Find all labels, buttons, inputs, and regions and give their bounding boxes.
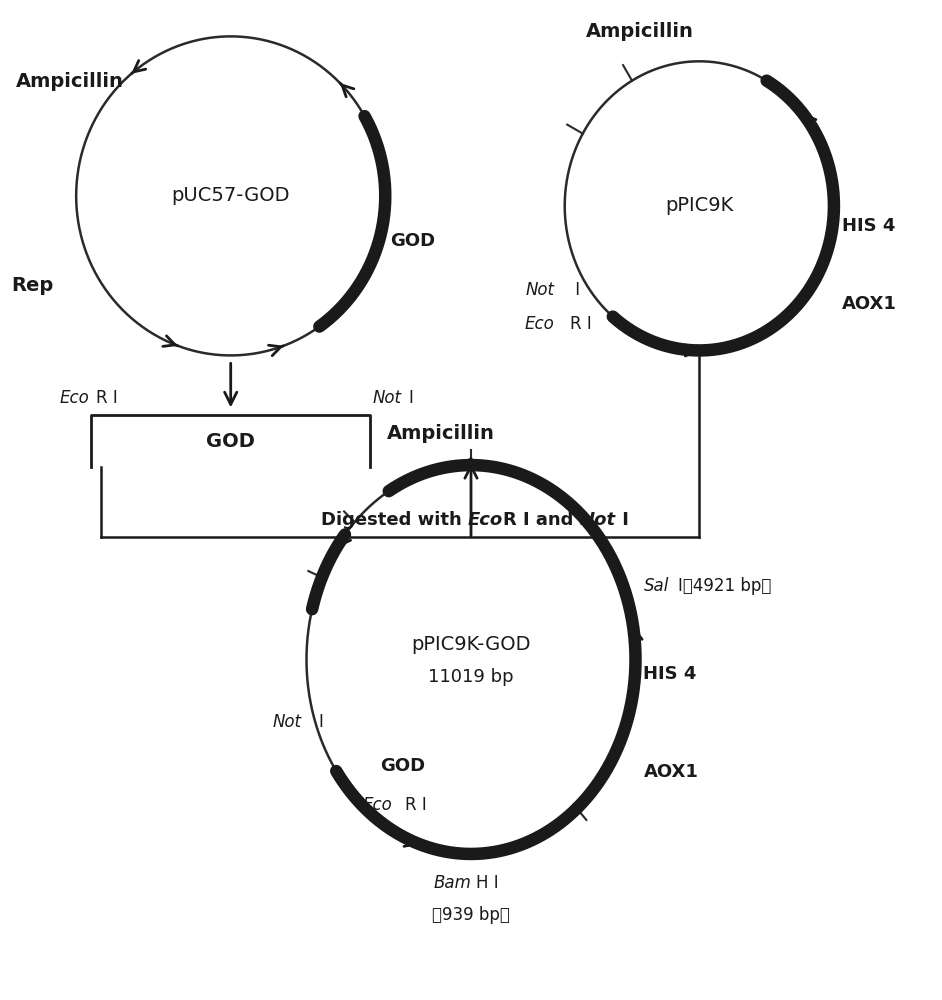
Text: H I: H I: [476, 874, 498, 892]
Text: Eco: Eco: [468, 511, 503, 529]
Text: R I and: R I and: [503, 511, 579, 529]
Text: Ampicillin: Ampicillin: [387, 424, 495, 443]
Text: Not: Not: [372, 389, 401, 407]
Text: （939 bp）: （939 bp）: [432, 906, 510, 924]
Text: HIS 4: HIS 4: [643, 665, 697, 683]
Text: Not: Not: [526, 281, 555, 299]
Text: HIS 4: HIS 4: [842, 217, 895, 235]
Text: I: I: [408, 389, 413, 407]
Text: Bam: Bam: [433, 874, 471, 892]
Text: Rep: Rep: [11, 276, 54, 295]
Text: Not: Not: [579, 511, 616, 529]
Text: I（4921 bp）: I（4921 bp）: [678, 577, 771, 595]
Text: AOX1: AOX1: [643, 763, 698, 781]
Text: Sal: Sal: [643, 577, 669, 595]
Text: GOD: GOD: [381, 757, 426, 775]
Text: R I: R I: [96, 389, 118, 407]
Text: Eco: Eco: [525, 315, 555, 333]
Text: Eco: Eco: [363, 796, 392, 814]
Text: Not: Not: [272, 713, 301, 731]
Text: pPIC9K: pPIC9K: [665, 196, 734, 215]
Text: GOD: GOD: [206, 432, 255, 451]
Text: Eco: Eco: [59, 389, 89, 407]
Text: AOX1: AOX1: [842, 295, 897, 313]
Text: I: I: [318, 713, 323, 731]
Text: GOD: GOD: [390, 232, 435, 250]
Text: R I: R I: [405, 796, 427, 814]
Text: pPIC9K-GOD: pPIC9K-GOD: [412, 635, 530, 654]
Text: R I: R I: [570, 315, 592, 333]
Text: Ampicillin: Ampicillin: [586, 22, 693, 41]
Text: pUC57-GOD: pUC57-GOD: [171, 186, 290, 205]
Text: 11019 bp: 11019 bp: [429, 668, 513, 686]
Text: I: I: [570, 281, 580, 299]
Text: Ampicillin: Ampicillin: [16, 72, 124, 91]
Text: I: I: [615, 511, 628, 529]
Text: Digested with: Digested with: [321, 511, 468, 529]
